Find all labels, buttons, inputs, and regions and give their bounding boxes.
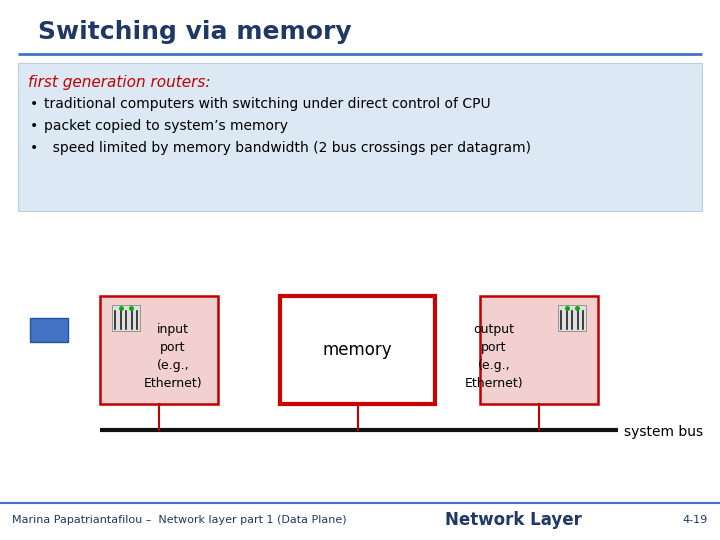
Text: packet copied to system’s memory: packet copied to system’s memory [44,119,288,133]
Text: memory: memory [323,341,392,359]
Bar [100,296,218,404]
Bar [30,318,68,342]
Bar [18,63,702,211]
Bar [112,305,140,331]
Text: output
port
(e.g.,
Ethernet): output port (e.g., Ethernet) [464,322,523,389]
Text: Network Layer: Network Layer [445,511,582,529]
Text: Marina Papatriantafilou –  Network layer part 1 (Data Plane): Marina Papatriantafilou – Network layer … [12,515,346,525]
Text: 4-19: 4-19 [683,515,708,525]
Bar [280,296,435,404]
Text: first generation routers:: first generation routers: [28,75,210,90]
Bar [480,296,598,404]
Text: speed limited by memory bandwidth (2 bus crossings per datagram): speed limited by memory bandwidth (2 bus… [44,141,531,155]
Text: •: • [30,141,38,155]
Text: input
port
(e.g.,
Ethernet): input port (e.g., Ethernet) [144,322,202,389]
Bar [558,305,586,331]
Text: •: • [30,97,38,111]
Text: Switching via memory: Switching via memory [38,20,351,44]
Text: system bus: system bus [624,425,703,439]
Text: traditional computers with switching under direct control of CPU: traditional computers with switching und… [44,97,490,111]
Text: •: • [30,119,38,133]
